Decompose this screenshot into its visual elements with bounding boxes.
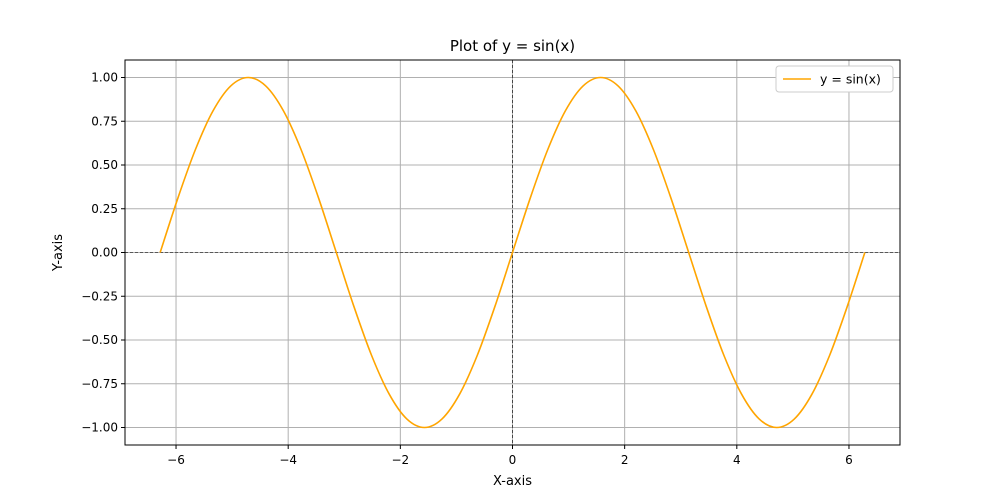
legend-entry-label: y = sin(x) — [820, 72, 881, 87]
y-tick-label: −1.00 — [81, 421, 118, 435]
y-tick-label: 0.00 — [91, 246, 118, 260]
legend: y = sin(x) — [775, 65, 894, 93]
x-tick-label: 6 — [845, 453, 853, 467]
y-tick-label: 0.25 — [91, 202, 118, 216]
y-tick-label: −0.25 — [81, 289, 118, 303]
x-axis-label: X-axis — [493, 474, 532, 489]
y-axis-label: Y-axis — [51, 234, 66, 272]
x-ticks: −6 −4 −2 0 2 4 6 — [167, 445, 853, 467]
y-ticks: −1.00 −0.75 −0.50 −0.25 0.00 0.25 0.50 0.75 1.00 — [81, 71, 125, 435]
series-layer — [159, 76, 866, 429]
y-tick-label: −0.50 — [81, 333, 118, 347]
y-tick-label: −0.75 — [81, 377, 118, 391]
x-tick-label: 2 — [621, 453, 629, 467]
x-tick-label: 4 — [733, 453, 741, 467]
x-tick-label: 0 — [509, 453, 517, 467]
y-tick-label: 1.00 — [91, 71, 118, 85]
series-line-sin — [159, 76, 866, 429]
chart-title: Plot of y = sin(x) — [450, 37, 575, 55]
x-tick-label: −2 — [391, 453, 409, 467]
x-tick-label: −4 — [279, 453, 297, 467]
y-tick-label: 0.75 — [91, 114, 118, 128]
x-tick-label: −6 — [167, 453, 185, 467]
legend-box — [775, 65, 894, 93]
y-tick-label: 0.50 — [91, 158, 118, 172]
